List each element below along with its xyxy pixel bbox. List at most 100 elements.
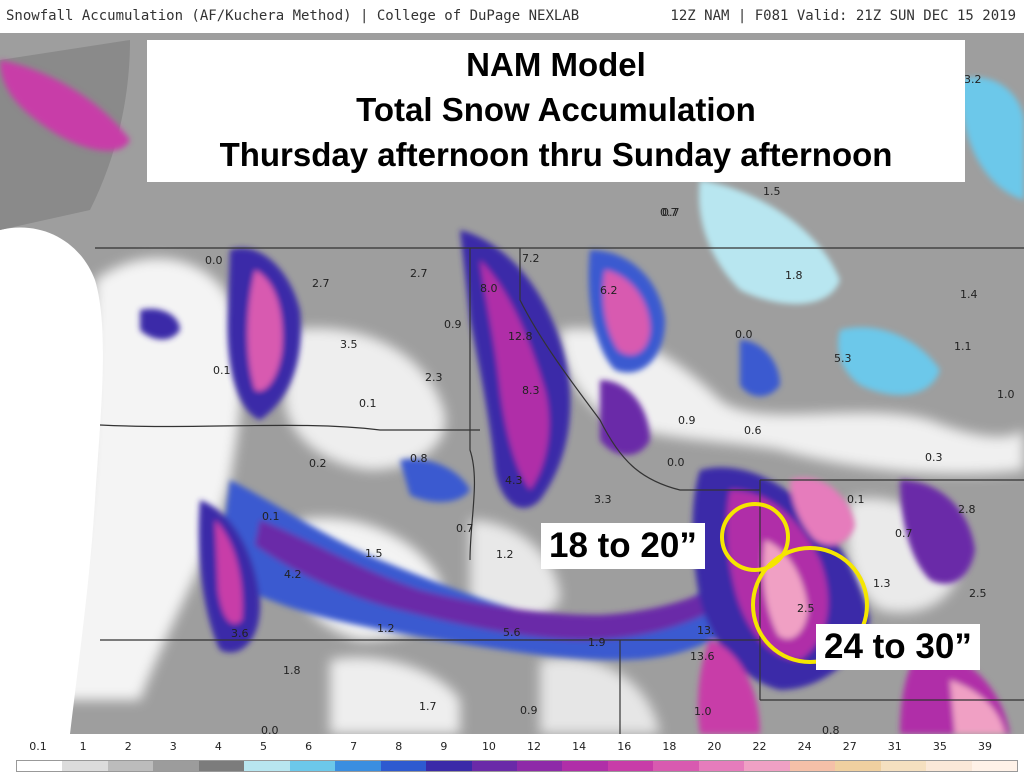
title-line-model: NAM Model bbox=[466, 46, 646, 83]
map-value-label: 3.3 bbox=[594, 493, 612, 506]
map-value-label: 13.6 bbox=[690, 650, 715, 663]
legend-tick-label: 2 bbox=[124, 740, 132, 753]
legend-color-swatch bbox=[698, 761, 745, 771]
map-value-label: 3.2 bbox=[964, 73, 982, 86]
map-value-label: 0.0 bbox=[667, 456, 685, 469]
map-value-label: 0.8 bbox=[822, 724, 840, 734]
map-value-label: 5.6 bbox=[503, 626, 521, 639]
legend-color-swatch bbox=[562, 761, 608, 771]
state-borders bbox=[95, 247, 1024, 734]
map-value-label: 0.8 bbox=[410, 452, 428, 465]
legend-tick-label: 9 bbox=[440, 740, 448, 753]
legend-color-swatch bbox=[926, 761, 972, 771]
moderate-snow-bands bbox=[0, 60, 1024, 734]
legend-ticks: 0.1 1 2 3 4 5 6 7 8 9 10 12 14 16 18 20 22 24 27 31 35 39 bbox=[0, 740, 1024, 758]
title-box: NAM Model Total Snow Accumulation Thursd… bbox=[147, 40, 965, 182]
legend-color-swatch bbox=[107, 761, 154, 771]
map-header: Snowfall Accumulation (AF/Kuchera Method… bbox=[0, 0, 1024, 33]
legend-tick-label: 3 bbox=[169, 740, 177, 753]
legend-color-swatch bbox=[653, 761, 699, 771]
highlight-circle-a bbox=[720, 502, 790, 572]
map-value-label: 8.3 bbox=[522, 384, 540, 397]
legend-color-swatch bbox=[607, 761, 654, 771]
legend-color-swatch bbox=[153, 761, 199, 771]
legend-color-swatch bbox=[835, 761, 881, 771]
legend-tick-label: 14 bbox=[572, 740, 587, 753]
map-value-label: 5.3 bbox=[834, 352, 852, 365]
legend-color-swatch bbox=[516, 761, 563, 771]
map-value-label: 0.7 bbox=[662, 206, 680, 219]
legend-tick-label: 6 bbox=[305, 740, 313, 753]
legend-tick-label: 12 bbox=[527, 740, 542, 753]
map-value-label: 2.7 bbox=[410, 267, 428, 280]
map-value-label: 0.1 bbox=[847, 493, 865, 506]
map-value-label: 2.5 bbox=[969, 587, 987, 600]
map-value-label: 0.7 bbox=[895, 527, 913, 540]
map-value-label: 0.0 bbox=[261, 724, 279, 734]
header-run-info: 12Z NAM | F081 Valid: 21Z SUN DEC 15 201… bbox=[670, 8, 1016, 24]
ocean-area bbox=[0, 227, 103, 734]
map-value-label: 4.3 bbox=[505, 474, 523, 487]
map-value-label: 0.7 bbox=[456, 522, 474, 535]
map-value-label: 3.5 bbox=[340, 338, 358, 351]
map-value-label: 0.7 bbox=[660, 206, 678, 219]
legend-tick-label: 39 bbox=[978, 740, 992, 753]
legend-color-swatch bbox=[335, 761, 381, 771]
title-line-product: Total Snow Accumulation bbox=[356, 91, 756, 128]
legend-tick-label: 16 bbox=[617, 740, 632, 753]
legend-color-swatch bbox=[62, 761, 108, 771]
legend-tick-label: 10 bbox=[481, 740, 496, 753]
legend-color-swatch bbox=[744, 761, 790, 771]
header-product-title: Snowfall Accumulation (AF/Kuchera Method… bbox=[6, 8, 580, 24]
legend-color-swatch bbox=[380, 761, 427, 771]
map-value-label: 0.2 bbox=[309, 457, 327, 470]
map-value-label: 0.1 bbox=[262, 510, 280, 523]
legend-tick-label: 35 bbox=[932, 740, 947, 753]
map-value-label: 1.1 bbox=[954, 340, 972, 353]
highlight-circle-b bbox=[751, 546, 869, 664]
map-value-label: 1.8 bbox=[785, 269, 803, 282]
map-value-label: 6.2 bbox=[600, 284, 618, 297]
map-value-label: 2.8 bbox=[958, 503, 976, 516]
legend-tick-label: 1 bbox=[79, 740, 87, 753]
legend-color-swatch bbox=[880, 761, 927, 771]
legend-tick-label: 22 bbox=[752, 740, 767, 753]
map-value-label: 8.0 bbox=[480, 282, 498, 295]
map-value-label: 1.2 bbox=[377, 622, 395, 635]
map-value-label: 0.9 bbox=[520, 704, 538, 717]
map-value-label: 3.6 bbox=[231, 627, 249, 640]
map-value-label: 4.2 bbox=[284, 568, 302, 581]
map-value-label: 0.1 bbox=[213, 364, 231, 377]
label-18-to-20: 18 to 20” bbox=[541, 523, 705, 569]
legend-color-swatch bbox=[17, 761, 63, 771]
light-snow-areas bbox=[0, 258, 1024, 734]
legend-tick-label: 5 bbox=[259, 740, 267, 753]
map-value-label: 0.1 bbox=[359, 397, 377, 410]
title-line-period: Thursday afternoon thru Sunday afternoon bbox=[219, 136, 893, 173]
legend-tick-label: 0.1 bbox=[29, 740, 47, 753]
legend-color-swatch bbox=[471, 761, 517, 771]
map-value-label: 0.0 bbox=[735, 328, 753, 341]
map-value-label: 1.2 bbox=[496, 548, 514, 561]
legend-tick-label: 20 bbox=[707, 740, 722, 753]
map-value-label: 7.2 bbox=[522, 252, 540, 265]
map-value-label: 1.9 bbox=[588, 636, 606, 649]
legend-tick-label: 4 bbox=[214, 740, 222, 753]
legend-tick-label: 31 bbox=[887, 740, 902, 753]
legend-tick-label: 27 bbox=[842, 740, 857, 753]
map-value-label: 1.5 bbox=[365, 547, 383, 560]
legend-tick-label: 24 bbox=[797, 740, 812, 753]
map-value-label: 0.3 bbox=[925, 451, 943, 464]
map-value-label: 1.4 bbox=[960, 288, 978, 301]
label-24-to-30: 24 to 30” bbox=[816, 624, 980, 670]
map-value-label: 0.9 bbox=[678, 414, 696, 427]
map-value-label: 0.6 bbox=[744, 424, 762, 437]
legend-tick-label: 7 bbox=[350, 740, 358, 753]
map-value-label: 1.5 bbox=[763, 185, 781, 198]
map-value-label: 13. bbox=[697, 624, 715, 637]
legend-color-swatch bbox=[198, 761, 245, 771]
map-value-label: 2.7 bbox=[312, 277, 330, 290]
map-value-label: 1.8 bbox=[283, 664, 301, 677]
map-value-label: 1.0 bbox=[694, 705, 712, 718]
